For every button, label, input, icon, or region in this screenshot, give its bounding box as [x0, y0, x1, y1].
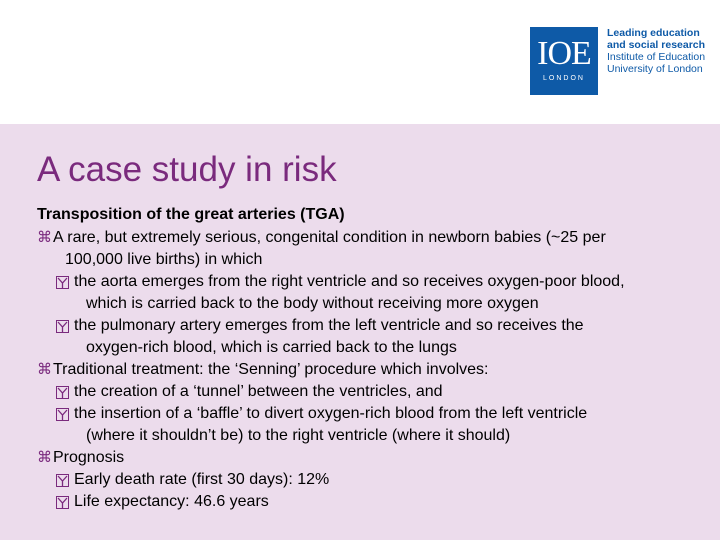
ioe-logo: IOE LONDON Leading education and social … — [530, 27, 705, 95]
bullet-3-sub-2-text: Life expectancy: 46.6 years — [74, 493, 269, 510]
command-key-icon: ⌘ — [37, 361, 52, 378]
slide-heading: Transposition of the great arteries (TGA… — [37, 206, 345, 223]
logo-line-2: and social research — [607, 39, 706, 51]
bullet-1-sub-2-text: the pulmonary artery emerges from the le… — [74, 317, 584, 334]
logo-line-1: Leading education — [607, 27, 700, 39]
bullet-2: ⌘ Traditional treatment: the ‘Senning’ p… — [37, 359, 707, 381]
logo-sub: LONDON — [543, 75, 585, 82]
bullet-1-sub-2-cont: oxygen-rich blood, which is carried back… — [86, 339, 457, 356]
command-key-icon: ⌘ — [37, 449, 52, 466]
ioe-logo-box: IOE LONDON — [530, 27, 598, 95]
logo-text: Leading education and social research In… — [607, 27, 705, 75]
logo-line-4: University of London — [607, 63, 703, 75]
checkbox-icon — [56, 320, 69, 333]
bullet-2-sub-2-text: the insertion of a ‘baffle’ to divert ox… — [74, 405, 588, 422]
bullet-3-sub-1: Early death rate (first 30 days): 12% — [55, 469, 707, 491]
checkbox-icon — [56, 276, 69, 289]
bullet-2-sub-1: the creation of a ‘tunnel’ between the v… — [55, 381, 707, 403]
content-band — [0, 124, 720, 540]
bullet-1-sub-2: the pulmonary artery emerges from the le… — [55, 315, 707, 359]
bullet-1-text: A rare, but extremely serious, congenita… — [53, 229, 606, 246]
bullet-2-text: Traditional treatment: the ‘Senning’ pro… — [53, 361, 489, 378]
command-key-icon: ⌘ — [37, 229, 52, 246]
bullet-3-text: Prognosis — [53, 449, 125, 466]
bullet-2-sub-2-cont: (where it shouldn’t be) to the right ven… — [86, 427, 511, 444]
slide-body: Transposition of the great arteries (TGA… — [37, 204, 707, 513]
checkbox-icon — [56, 408, 69, 421]
header-band — [0, 0, 720, 124]
bullet-3: ⌘ Prognosis — [37, 447, 707, 469]
bullet-2-sub-2: the insertion of a ‘baffle’ to divert ox… — [55, 403, 707, 447]
bullet-1-sub-1-text: the aorta emerges from the right ventric… — [74, 273, 625, 290]
logo-mark: IOE — [537, 35, 592, 72]
logo-line-3: Institute of Education — [607, 51, 706, 63]
bullet-1: ⌘ A rare, but extremely serious, congeni… — [37, 227, 707, 271]
checkbox-icon — [56, 386, 69, 399]
bullet-2-sub-1-text: the creation of a ‘tunnel’ between the v… — [74, 383, 443, 400]
bullet-3-sub-1-text: Early death rate (first 30 days): 12% — [74, 471, 330, 488]
checkbox-icon — [56, 496, 69, 509]
bullet-1-text-cont: 100,000 live births) in which — [65, 251, 263, 268]
bullet-1-sub-1: the aorta emerges from the right ventric… — [55, 271, 707, 315]
bullet-3-sub-2: Life expectancy: 46.6 years — [55, 491, 707, 513]
bullet-1-sub-1-cont: which is carried back to the body withou… — [86, 295, 539, 312]
checkbox-icon — [56, 474, 69, 487]
slide-title: A case study in risk — [37, 150, 337, 189]
